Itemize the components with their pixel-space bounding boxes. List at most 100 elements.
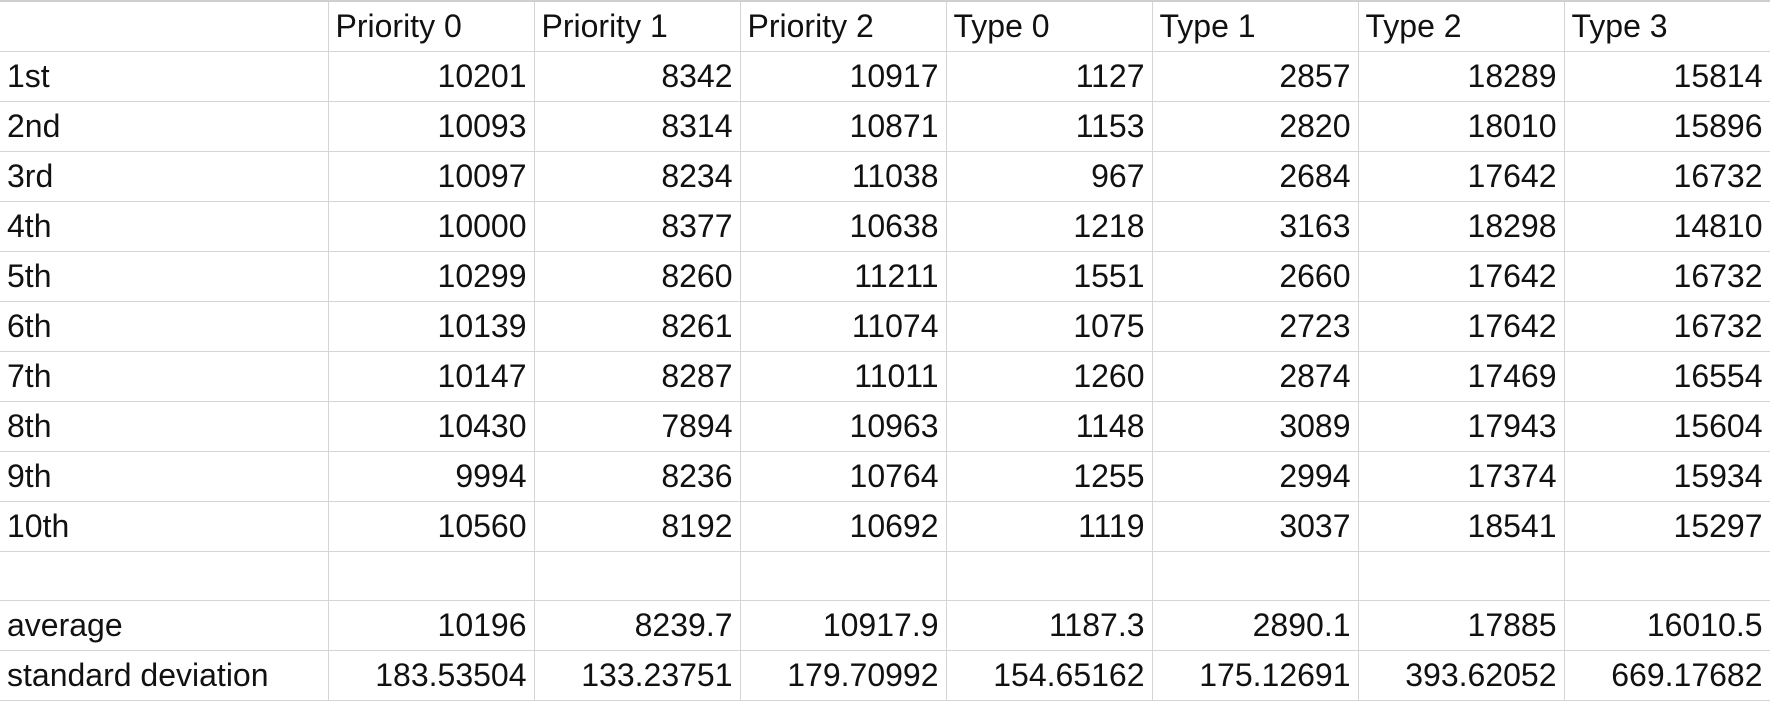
value-cell[interactable]: 10147 bbox=[327, 351, 535, 402]
row-label-cell[interactable]: standard deviation bbox=[0, 650, 329, 701]
value-cell[interactable]: 17642 bbox=[1357, 301, 1565, 352]
value-cell[interactable]: 18289 bbox=[1357, 51, 1565, 102]
value-cell[interactable]: 2820 bbox=[1151, 101, 1359, 152]
value-cell[interactable]: 17469 bbox=[1357, 351, 1565, 402]
value-cell[interactable]: 8260 bbox=[533, 251, 741, 302]
value-cell[interactable]: 11211 bbox=[739, 251, 947, 302]
value-cell[interactable] bbox=[945, 551, 1153, 601]
value-cell[interactable]: 15604 bbox=[1563, 401, 1770, 452]
value-cell[interactable]: 183.53504 bbox=[327, 650, 535, 701]
value-cell[interactable]: 15896 bbox=[1563, 101, 1770, 152]
value-cell[interactable]: 14810 bbox=[1563, 201, 1770, 252]
value-cell[interactable] bbox=[327, 551, 535, 601]
value-cell[interactable]: 1187.3 bbox=[945, 600, 1153, 651]
value-cell[interactable]: 8287 bbox=[533, 351, 741, 402]
value-cell[interactable]: 17374 bbox=[1357, 451, 1565, 502]
value-cell[interactable] bbox=[1563, 551, 1770, 601]
value-cell[interactable]: 133.23751 bbox=[533, 650, 741, 701]
value-cell[interactable]: 18298 bbox=[1357, 201, 1565, 252]
value-cell[interactable] bbox=[1151, 551, 1359, 601]
value-cell[interactable]: 8261 bbox=[533, 301, 741, 352]
value-cell[interactable]: 11011 bbox=[739, 351, 947, 402]
row-label-cell[interactable]: 2nd bbox=[0, 101, 329, 152]
value-cell[interactable]: 3163 bbox=[1151, 201, 1359, 252]
value-cell[interactable]: 16010.5 bbox=[1563, 600, 1770, 651]
value-cell[interactable]: 10299 bbox=[327, 251, 535, 302]
value-cell[interactable]: 154.65162 bbox=[945, 650, 1153, 701]
value-cell[interactable]: 10560 bbox=[327, 501, 535, 552]
value-cell[interactable]: 16732 bbox=[1563, 251, 1770, 302]
value-cell[interactable]: 8377 bbox=[533, 201, 741, 252]
value-cell[interactable]: 17642 bbox=[1357, 251, 1565, 302]
value-cell[interactable]: 10196 bbox=[327, 600, 535, 651]
value-cell[interactable]: 1127 bbox=[945, 51, 1153, 102]
value-cell[interactable]: 17885 bbox=[1357, 600, 1565, 651]
value-cell[interactable]: 10000 bbox=[327, 201, 535, 252]
value-cell[interactable]: 10871 bbox=[739, 101, 947, 152]
corner-cell[interactable] bbox=[0, 0, 329, 52]
value-cell[interactable]: 10097 bbox=[327, 151, 535, 202]
value-cell[interactable]: 2857 bbox=[1151, 51, 1359, 102]
value-cell[interactable]: 8314 bbox=[533, 101, 741, 152]
value-cell[interactable] bbox=[1357, 551, 1565, 601]
value-cell[interactable]: 16554 bbox=[1563, 351, 1770, 402]
row-label-cell[interactable]: 8th bbox=[0, 401, 329, 452]
row-label-cell[interactable]: 5th bbox=[0, 251, 329, 302]
value-cell[interactable]: 9994 bbox=[327, 451, 535, 502]
row-label-cell[interactable]: 9th bbox=[0, 451, 329, 502]
value-cell[interactable]: 669.17682 bbox=[1563, 650, 1770, 701]
value-cell[interactable] bbox=[739, 551, 947, 601]
row-label-cell[interactable]: 1st bbox=[0, 51, 329, 102]
value-cell[interactable] bbox=[533, 551, 741, 601]
value-cell[interactable]: 179.70992 bbox=[739, 650, 947, 701]
value-cell[interactable]: 1255 bbox=[945, 451, 1153, 502]
column-header[interactable]: Priority 0 bbox=[327, 0, 535, 52]
value-cell[interactable]: 10917 bbox=[739, 51, 947, 102]
value-cell[interactable]: 17943 bbox=[1357, 401, 1565, 452]
value-cell[interactable]: 10963 bbox=[739, 401, 947, 452]
value-cell[interactable]: 175.12691 bbox=[1151, 650, 1359, 701]
value-cell[interactable]: 8236 bbox=[533, 451, 741, 502]
row-label-cell[interactable]: 7th bbox=[0, 351, 329, 402]
value-cell[interactable]: 8234 bbox=[533, 151, 741, 202]
column-header[interactable]: Type 1 bbox=[1151, 0, 1359, 52]
value-cell[interactable]: 2684 bbox=[1151, 151, 1359, 202]
value-cell[interactable]: 1075 bbox=[945, 301, 1153, 352]
value-cell[interactable]: 18010 bbox=[1357, 101, 1565, 152]
value-cell[interactable]: 2874 bbox=[1151, 351, 1359, 402]
value-cell[interactable]: 3037 bbox=[1151, 501, 1359, 552]
value-cell[interactable]: 1551 bbox=[945, 251, 1153, 302]
value-cell[interactable]: 10638 bbox=[739, 201, 947, 252]
column-header[interactable]: Type 0 bbox=[945, 0, 1153, 52]
value-cell[interactable]: 10139 bbox=[327, 301, 535, 352]
row-label-cell[interactable]: 4th bbox=[0, 201, 329, 252]
value-cell[interactable]: 16732 bbox=[1563, 301, 1770, 352]
value-cell[interactable]: 1153 bbox=[945, 101, 1153, 152]
row-label-cell[interactable]: 10th bbox=[0, 501, 329, 552]
value-cell[interactable]: 1260 bbox=[945, 351, 1153, 402]
value-cell[interactable]: 3089 bbox=[1151, 401, 1359, 452]
row-label-cell[interactable]: 6th bbox=[0, 301, 329, 352]
value-cell[interactable]: 11074 bbox=[739, 301, 947, 352]
column-header[interactable]: Priority 1 bbox=[533, 0, 741, 52]
value-cell[interactable]: 16732 bbox=[1563, 151, 1770, 202]
value-cell[interactable]: 2723 bbox=[1151, 301, 1359, 352]
row-label-cell[interactable]: average bbox=[0, 600, 329, 651]
value-cell[interactable]: 10093 bbox=[327, 101, 535, 152]
value-cell[interactable]: 2994 bbox=[1151, 451, 1359, 502]
value-cell[interactable]: 15934 bbox=[1563, 451, 1770, 502]
value-cell[interactable]: 10917.9 bbox=[739, 600, 947, 651]
value-cell[interactable]: 10201 bbox=[327, 51, 535, 102]
value-cell[interactable]: 18541 bbox=[1357, 501, 1565, 552]
value-cell[interactable]: 10430 bbox=[327, 401, 535, 452]
value-cell[interactable]: 15297 bbox=[1563, 501, 1770, 552]
row-label-cell[interactable]: 3rd bbox=[0, 151, 329, 202]
value-cell[interactable]: 1148 bbox=[945, 401, 1153, 452]
value-cell[interactable]: 10692 bbox=[739, 501, 947, 552]
value-cell[interactable]: 15814 bbox=[1563, 51, 1770, 102]
value-cell[interactable]: 8239.7 bbox=[533, 600, 741, 651]
column-header[interactable]: Type 3 bbox=[1563, 0, 1770, 52]
value-cell[interactable]: 1218 bbox=[945, 201, 1153, 252]
value-cell[interactable]: 2890.1 bbox=[1151, 600, 1359, 651]
row-label-cell[interactable] bbox=[0, 551, 329, 601]
